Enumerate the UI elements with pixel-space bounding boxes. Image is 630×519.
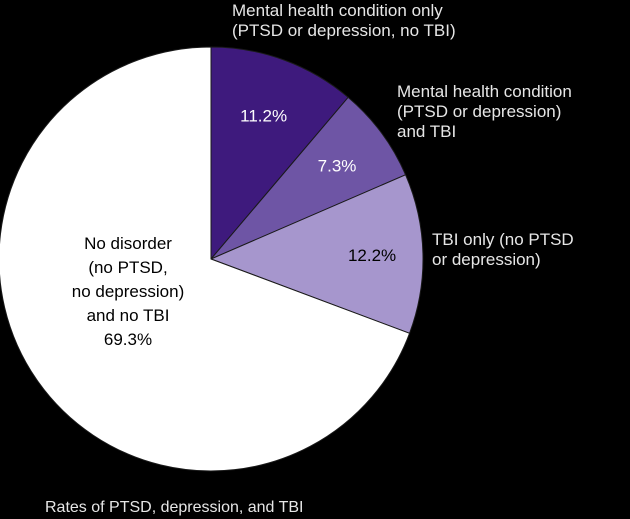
pie-slice-tbi-only <box>209 174 424 334</box>
pie-slices <box>0 46 424 472</box>
pie-slice-no-disorder <box>0 46 411 472</box>
pie-slice-mental-health-only <box>210 46 349 261</box>
category-label-mental-health-and-tbi: Mental health condition (PTSD or depressi… <box>397 82 572 141</box>
pie-slice-mental-health-and-tbi <box>210 96 407 260</box>
slice-external-labels: Mental health condition only (PTSD or dep… <box>232 1 574 269</box>
value-label-mental-health-and-tbi: 7.3% <box>318 157 357 176</box>
chart-caption: Rates of PTSD, depression, and TBI <box>45 499 304 516</box>
category-label-mental-health-only: Mental health condition only (PTSD or dep… <box>232 1 456 40</box>
value-label-tbi-only: 12.2% <box>348 246 396 265</box>
value-label-mental-health-only: 11.2% <box>240 107 287 126</box>
category-label-tbi-only: TBI only (no PTSD or depression) <box>432 230 574 269</box>
slice-value-labels: 11.2% 7.3% 12.2% No disorder (no PTSD, no dep… <box>72 107 396 349</box>
category-label-no-disorder: No disorder (no PTSD, no depression) and no… <box>72 234 184 349</box>
